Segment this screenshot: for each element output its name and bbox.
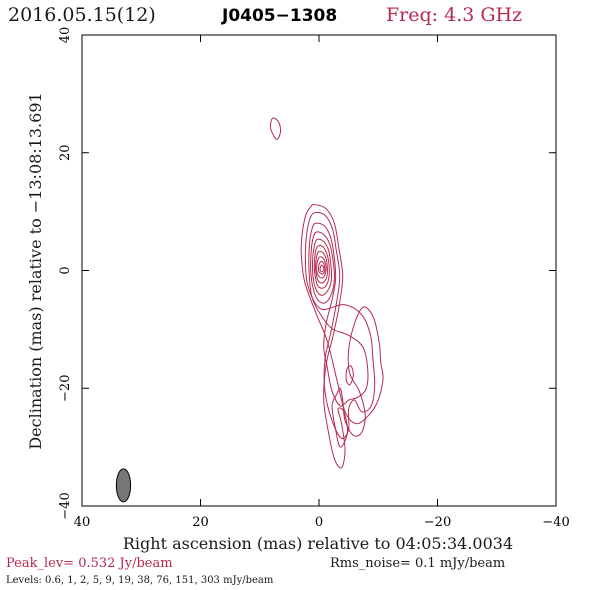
x-tick-label: −40 [542, 515, 569, 530]
x-tick-label: 20 [192, 515, 209, 530]
epoch-label: 2016.05.15(12) [8, 4, 156, 26]
contour-levels-label: Levels: 0.6, 1, 2, 5, 9, 19, 38, 76, 151… [6, 575, 274, 586]
contour-line [319, 264, 325, 273]
y-tick-labels: −40 −20 0 20 40 [58, 27, 73, 520]
contour-map [269, 117, 384, 469]
x-axis-label: Right ascension (mas) relative to 04:05:… [123, 534, 513, 553]
contour-line [300, 204, 384, 469]
contour-line [313, 245, 330, 289]
frequency-label: Freq: 4.3 GHz [386, 4, 522, 26]
restoring-beam [115, 468, 132, 503]
contour-line [269, 117, 282, 140]
x-tick-label: 40 [74, 515, 91, 530]
y-tick-label: 0 [58, 266, 73, 274]
source-name: J0405−1308 [221, 6, 337, 26]
axis-ticks [81, 34, 557, 507]
contour-line [345, 365, 354, 386]
contour-line [316, 256, 327, 279]
y-axis-label: Declination (mas) relative to −13:08:13.… [26, 92, 45, 449]
rms-noise-label: Rms_noise= 0.1 mJy/beam [330, 556, 505, 571]
contour-line [310, 231, 335, 304]
x-tick-label: 0 [315, 515, 323, 530]
y-tick-label: −40 [58, 492, 73, 519]
y-tick-label: 40 [58, 27, 73, 44]
contour-line [304, 211, 376, 440]
contour-line [311, 238, 333, 296]
y-tick-label: −20 [58, 375, 73, 402]
contour-line [308, 222, 369, 407]
y-tick-label: 20 [58, 144, 73, 161]
contour-line [317, 261, 326, 275]
x-tick-label: −20 [424, 515, 451, 530]
contour-line [314, 251, 328, 284]
x-tick-labels: 40 20 0 −20 −40 [74, 515, 570, 530]
peak-level-label: Peak_lev= 0.532 Jy/beam [6, 556, 173, 571]
